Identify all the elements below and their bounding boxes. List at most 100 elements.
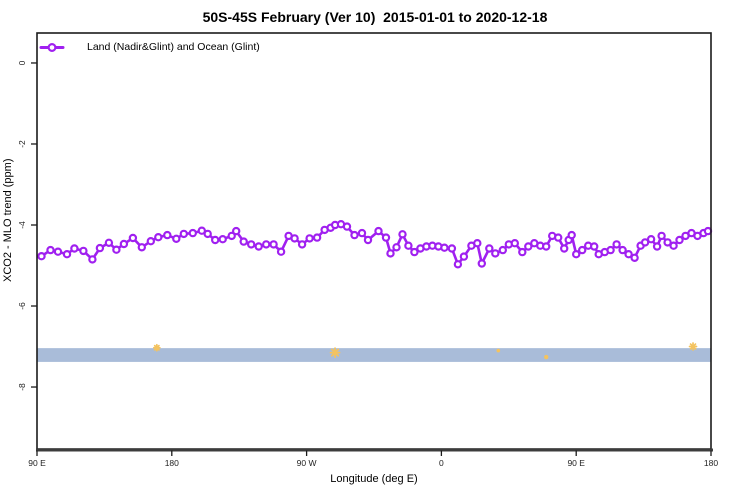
- data-point-marker: [578, 245, 587, 255]
- data-point-marker: [612, 240, 621, 249]
- data-point-marker: [518, 247, 527, 257]
- data-point-marker: [357, 228, 367, 238]
- data-point-marker: [46, 245, 55, 255]
- data-point-marker: [53, 247, 63, 256]
- data-point-marker: [657, 231, 666, 241]
- data-point-marker: [491, 249, 500, 258]
- data-point-marker: [524, 242, 533, 251]
- data-point-marker: [652, 242, 662, 251]
- data-point-marker: [410, 247, 419, 257]
- chart-title: 50S-45S February (Ver 10) 2015-01-01 to …: [202, 9, 548, 25]
- data-point-marker: [404, 241, 413, 250]
- data-point-marker: [79, 246, 88, 256]
- plot-border: [36, 32, 712, 450]
- y-tick-label: -6: [17, 302, 27, 310]
- data-point-marker: [510, 238, 519, 248]
- x-tick-label: 180: [704, 458, 718, 468]
- data-point-marker: [485, 244, 494, 253]
- data-point-marker: [290, 234, 299, 243]
- legend-label: Land (Nadir&Glint) and Ocean (Glint): [87, 41, 260, 53]
- data-point-marker: [305, 234, 314, 243]
- data-point-marker: [669, 241, 678, 250]
- data-point-marker: [95, 243, 105, 253]
- data-point-marker: [473, 238, 482, 248]
- x-tick-label: 90 E: [28, 458, 46, 468]
- data-point-marker: [590, 242, 599, 251]
- legend-marker-icon: [47, 42, 57, 52]
- data-point-marker: [262, 240, 271, 249]
- data-point-marker: [197, 226, 206, 235]
- y-tick-label: 0: [17, 60, 27, 65]
- data-point-marker: [350, 230, 359, 240]
- data-point-marker: [663, 238, 672, 247]
- data-point-marker: [154, 232, 163, 242]
- data-point-marker: [703, 226, 713, 236]
- data-point-marker: [128, 233, 138, 243]
- data-point-marker: [618, 245, 627, 255]
- y-tick-label: -8: [17, 383, 27, 391]
- band-flag-marker: [332, 350, 338, 356]
- data-point-marker: [112, 245, 121, 254]
- data-point-marker: [269, 240, 278, 249]
- data-point-marker: [374, 226, 383, 236]
- data-point-marker: [498, 245, 507, 255]
- data-point-marker: [163, 230, 172, 240]
- data-point-marker: [572, 249, 581, 259]
- data-point-marker: [554, 233, 563, 242]
- data-point-marker: [477, 259, 486, 268]
- x-tick-label: 0: [439, 458, 444, 468]
- data-point-marker: [624, 249, 633, 259]
- data-point-marker: [630, 253, 639, 262]
- data-point-marker: [88, 255, 97, 264]
- data-point-marker: [37, 252, 46, 261]
- data-point-marker: [254, 242, 263, 251]
- data-point-marker: [542, 242, 551, 251]
- y-tick-label: -4: [17, 221, 27, 229]
- data-point-marker: [146, 236, 155, 246]
- coverage-band: [37, 348, 711, 362]
- data-point-marker: [119, 239, 129, 249]
- y-tick-label: -2: [17, 140, 27, 148]
- data-point-marker: [646, 234, 656, 244]
- data-point-marker: [440, 243, 449, 252]
- band-flag-marker: [544, 354, 549, 360]
- data-point-marker: [239, 237, 248, 246]
- data-point-marker: [392, 243, 401, 252]
- data-point-marker: [381, 233, 391, 242]
- data-point-marker: [104, 238, 114, 247]
- x-tick-label: 180: [165, 458, 179, 468]
- data-point-marker: [398, 230, 407, 239]
- data-point-marker: [606, 245, 615, 255]
- x-axis-title: Longitude (deg E): [330, 473, 418, 485]
- band-flag-marker: [155, 346, 159, 350]
- data-point-marker: [459, 252, 469, 261]
- band-flag-marker: [496, 348, 501, 353]
- data-point-marker: [342, 222, 352, 231]
- data-point-marker: [276, 247, 286, 256]
- data-point-marker: [227, 231, 236, 241]
- data-point-marker: [62, 249, 72, 259]
- data-point-marker: [70, 244, 79, 253]
- data-point-marker: [210, 235, 220, 245]
- y-axis-title: XCO2 - MLO trend (ppm): [2, 158, 14, 282]
- data-point-marker: [363, 235, 373, 245]
- data-point-marker: [137, 243, 146, 252]
- data-point-marker: [453, 260, 463, 269]
- data-point-marker: [188, 228, 197, 238]
- data-point-marker: [179, 229, 188, 239]
- data-point-marker: [560, 244, 569, 253]
- data-point-marker: [218, 234, 227, 244]
- data-point-marker: [675, 235, 684, 245]
- data-point-marker: [231, 226, 241, 236]
- x-tick-label: 90 E: [567, 458, 585, 468]
- data-point-marker: [246, 240, 256, 249]
- x-tick-label: 90 W: [297, 458, 317, 468]
- data-point-marker: [172, 234, 181, 243]
- data-point-marker: [297, 240, 307, 249]
- data-point-marker: [567, 230, 576, 240]
- data-point-marker: [447, 244, 457, 253]
- band-flag-marker: [691, 344, 695, 349]
- data-point-marker: [203, 229, 212, 239]
